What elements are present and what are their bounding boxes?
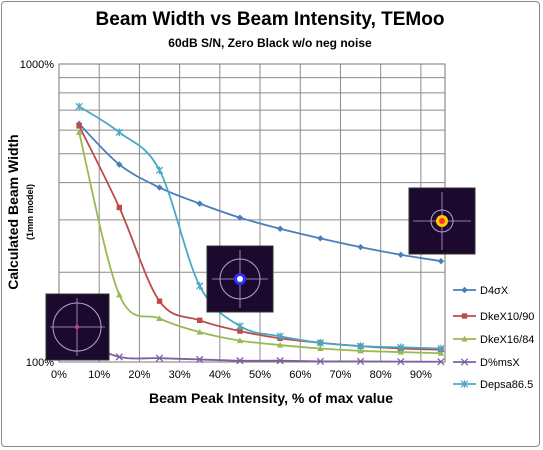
legend-item: D%msX [453,357,520,369]
data-point [397,343,405,352]
data-point [317,235,324,242]
legend-label: DkeX10/90 [480,311,534,323]
series-depsa86-5 [75,102,445,353]
legend-label: DkeX16/84 [480,334,534,346]
data-point [116,161,123,168]
data-point [461,286,468,294]
x-axis-title: Beam Peak Intensity, % of max value [149,390,393,406]
data-point [196,328,203,335]
data-point [276,357,284,365]
x-tick-label: 70% [329,369,351,381]
x-tick-label: 20% [128,369,150,381]
x-tick-label: 50% [249,369,271,381]
data-point [196,200,203,207]
data-point [460,358,469,366]
series-line [78,339,441,363]
data-point [276,341,284,348]
legend-item: DkeX10/90 [453,311,534,323]
data-point [155,166,164,175]
data-point [316,357,325,366]
data-point [357,243,364,251]
data-point [196,282,204,290]
series-lines [75,102,445,366]
data-point [236,214,244,221]
data-point [276,225,284,232]
beam-image-mid-intensity [206,245,274,313]
data-point [236,357,244,365]
data-point [437,344,445,353]
data-point [437,358,445,366]
plot-area-border [58,63,446,363]
data-point [237,328,243,334]
data-point [460,380,469,388]
data-point [197,317,203,324]
data-point [397,348,404,355]
data-point [75,102,83,111]
legend: D4σX DkeX10/90 DkeX16/84 D%msX Depsa86.5 [453,285,534,391]
series-line [78,105,442,350]
data-point [356,357,365,366]
y-axis-title: Calculated Beam Width [5,134,21,289]
x-tick-label: 40% [209,369,231,381]
data-point [461,313,468,319]
x-tick-label: 60% [289,369,311,381]
x-tick-labels: 0% 10% 20% 30% 40% 50% 60% 70% 80% 90% [51,369,432,381]
legend-label: Depsa86.5 [480,379,533,391]
data-point [437,350,445,356]
data-point [76,123,82,129]
y-axis-subtitle: (1mm model) [25,184,35,240]
data-point [156,184,163,191]
data-point [196,355,204,364]
legend-item: Depsa86.5 [453,379,533,391]
data-point [156,315,163,322]
x-tick-label: 90% [410,369,432,381]
x-tick-label: 0% [51,369,67,381]
series-line [78,123,442,263]
data-point [397,251,404,258]
legend-item: D4σX [453,285,509,297]
legend-label: D%msX [480,357,520,369]
data-point [116,291,123,298]
data-point [317,345,324,352]
x-tick-label: 80% [370,369,392,381]
data-point [155,354,164,362]
data-point [437,257,445,265]
data-point [75,129,83,135]
data-point [115,128,123,137]
data-point [357,347,364,354]
series-dkex16-84 [75,129,445,356]
chart-title: Beam Width vs Beam Intensity, TEMoo [96,9,445,30]
data-point [397,357,405,366]
chart-subtitle: 60dB S/N, Zero Black w/o neg noise [168,36,372,50]
data-point [276,332,284,341]
data-point [115,353,123,361]
beam-image-high-intensity [408,187,476,255]
data-point [236,322,244,330]
data-point [116,204,123,211]
legend-item: DkeX16/84 [453,334,534,346]
y-tick-label: 1000% [20,59,54,71]
legend-label: D4σX [480,285,509,297]
data-point [461,335,468,342]
grid-lines [58,63,446,363]
data-point [156,298,163,304]
data-point [316,338,325,347]
beam-image-low-intensity [45,293,110,361]
x-tick-label: 10% [88,369,110,381]
x-tick-label: 30% [169,369,191,381]
data-point [356,342,365,350]
data-point [236,337,244,344]
